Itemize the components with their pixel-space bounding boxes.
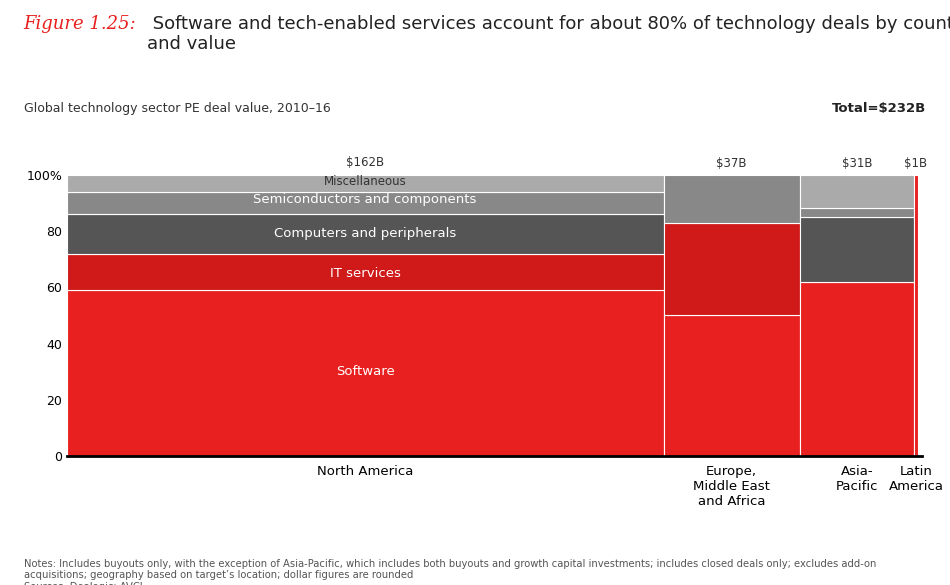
Text: $162B: $162B (346, 156, 384, 169)
Bar (800, 175, 914, 208)
Bar (66, 214, 663, 253)
Text: $1B: $1B (904, 157, 927, 170)
Text: Software: Software (335, 365, 394, 378)
Text: Global technology sector PE deal value, 2010–16: Global technology sector PE deal value, … (24, 102, 331, 115)
Bar (66, 175, 663, 191)
Bar (663, 315, 800, 456)
Text: Semiconductors and components: Semiconductors and components (254, 194, 477, 207)
Text: Miscellaneous: Miscellaneous (324, 175, 407, 188)
Text: IT services: IT services (330, 267, 401, 280)
Bar (800, 217, 914, 281)
Text: $37B: $37B (716, 157, 747, 170)
Bar (66, 253, 663, 290)
Text: Figure 1.25:: Figure 1.25: (24, 15, 137, 33)
Text: Total=$232B: Total=$232B (832, 102, 926, 115)
Text: Notes: Includes buyouts only, with the exception of Asia-Pacific, which includes: Notes: Includes buyouts only, with the e… (24, 559, 876, 585)
Text: Software and tech-enabled services account for about 80% of technology deals by : Software and tech-enabled services accou… (147, 15, 950, 53)
Bar (914, 175, 918, 456)
Bar (66, 290, 663, 456)
Text: $31B: $31B (842, 157, 872, 170)
Bar (800, 208, 914, 217)
Bar (663, 175, 800, 222)
Bar (66, 191, 663, 214)
Text: Computers and peripherals: Computers and peripherals (274, 228, 456, 240)
Bar (800, 281, 914, 456)
Bar (663, 222, 800, 315)
